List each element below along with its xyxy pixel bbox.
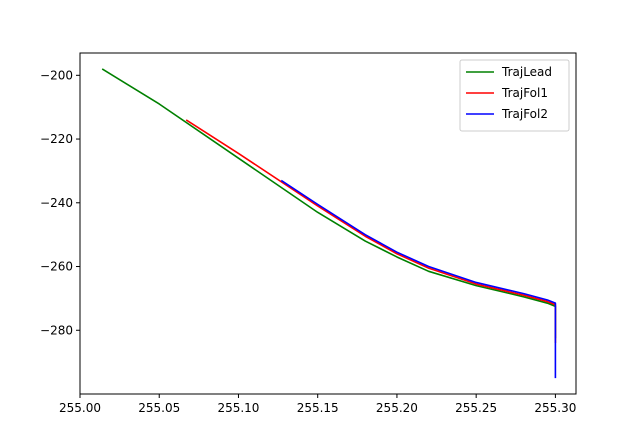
- series-layer: [101, 68, 557, 379]
- x-axis: 255.00 255.05 255.10 255.15 255.20 255.25 255.…: [59, 394, 576, 415]
- series-line-trajfol1: [185, 119, 557, 344]
- series-line-trajlead: [101, 68, 557, 339]
- series-line-trajfol2: [280, 179, 557, 379]
- x-tick-label: 255.15: [297, 401, 339, 415]
- plot-frame: [79, 52, 577, 395]
- y-axis: −280 −260 −240 −220 −200: [40, 68, 80, 337]
- y-tick-label: −240: [40, 196, 73, 210]
- x-tick-label: 255.20: [376, 401, 418, 415]
- y-tick-label: −200: [40, 68, 73, 82]
- x-tick-label: 255.05: [138, 401, 180, 415]
- y-tick-label: −220: [40, 132, 73, 146]
- legend: TrajLead TrajFol1 TrajFol2: [459, 59, 570, 132]
- x-tick-label: 255.25: [455, 401, 497, 415]
- x-tick-label: 255.10: [217, 401, 259, 415]
- legend-label: TrajFol1: [501, 86, 548, 100]
- x-tick-label: 255.00: [59, 401, 101, 415]
- legend-label: TrajFol2: [501, 107, 548, 121]
- y-tick-label: −260: [40, 260, 73, 274]
- x-tick-label: 255.30: [534, 401, 576, 415]
- legend-label: TrajLead: [501, 65, 552, 79]
- y-tick-label: −280: [40, 323, 73, 337]
